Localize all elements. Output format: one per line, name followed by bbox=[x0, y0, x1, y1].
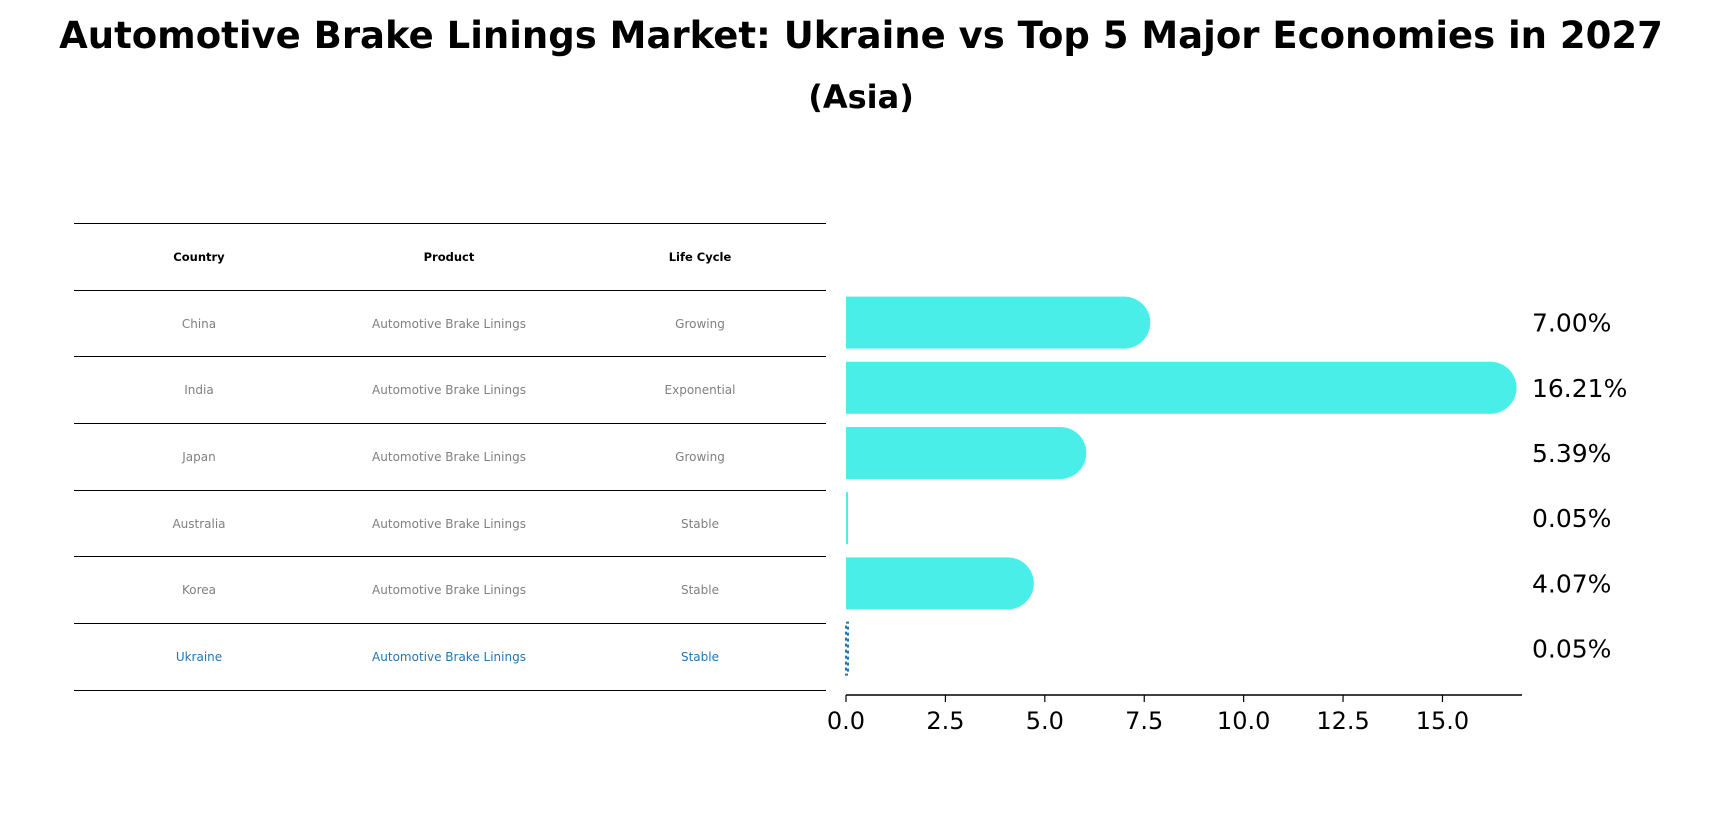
cell-life-cycle: Exponential bbox=[664, 383, 736, 398]
chart-title: Automotive Brake Linings Market: Ukraine… bbox=[59, 14, 1663, 57]
x-tick-label: 0.0 bbox=[827, 707, 865, 735]
bar-japan bbox=[846, 427, 1061, 479]
header-life-cycle: Life Cycle bbox=[668, 249, 732, 264]
cell-life-cycle: Growing bbox=[675, 316, 725, 331]
x-tick-label: 15.0 bbox=[1416, 707, 1469, 735]
bar-china bbox=[846, 296, 1125, 349]
table-row: Japan Automotive Brake Linings Growing bbox=[74, 423, 826, 490]
x-tick-label: 12.5 bbox=[1316, 707, 1369, 735]
header-country: Country bbox=[173, 249, 225, 264]
value-label: 5.39% bbox=[1532, 439, 1611, 468]
cell-country: Korea bbox=[181, 583, 217, 598]
table-row-highlighted: Ukraine Automotive Brake Linings Stable bbox=[74, 623, 826, 691]
table-row: Korea Automotive Brake Linings Stable bbox=[74, 556, 826, 623]
x-tick-label: 7.5 bbox=[1125, 707, 1163, 735]
data-table: Country Product Life Cycle China Automot… bbox=[74, 223, 826, 691]
bar-ukraine bbox=[845, 621, 849, 676]
header-product: Product bbox=[423, 249, 475, 264]
cell-life-cycle: Stable bbox=[680, 516, 719, 531]
cell-product: Automotive Brake Linings bbox=[372, 583, 526, 598]
cell-country: China bbox=[181, 316, 217, 331]
x-tick-label: 10.0 bbox=[1217, 707, 1270, 735]
table-row: India Automotive Brake Linings Exponenti… bbox=[74, 356, 826, 423]
cell-product: Automotive Brake Linings bbox=[372, 316, 526, 331]
cell-product: Automotive Brake Linings bbox=[372, 649, 526, 664]
bar-cap-china bbox=[1098, 296, 1151, 349]
table-row: China Automotive Brake Linings Growing bbox=[74, 289, 826, 357]
cell-product: Automotive Brake Linings bbox=[372, 383, 526, 398]
value-label: 7.00% bbox=[1532, 309, 1611, 338]
value-label: 0.05% bbox=[1532, 635, 1611, 664]
bar-cap-india bbox=[1464, 361, 1517, 414]
cell-country: Japan bbox=[182, 449, 216, 464]
cell-country: Ukraine bbox=[175, 649, 223, 664]
bar-korea bbox=[846, 557, 1008, 610]
x-tick-label: 5.0 bbox=[1026, 707, 1064, 735]
cell-product: Automotive Brake Linings bbox=[372, 449, 526, 464]
cell-life-cycle: Growing bbox=[675, 449, 725, 464]
bar-cap-korea bbox=[981, 557, 1034, 610]
x-tick-label: 2.5 bbox=[926, 707, 964, 735]
bar-india bbox=[846, 361, 1491, 414]
cell-product: Automotive Brake Linings bbox=[372, 516, 526, 531]
cell-life-cycle: Stable bbox=[680, 583, 719, 598]
cell-life-cycle: Stable bbox=[680, 649, 719, 664]
bar-cap-japan bbox=[1034, 427, 1087, 479]
cell-country: Australia bbox=[172, 516, 226, 531]
table-row: Australia Automotive Brake Linings Stabl… bbox=[74, 489, 826, 557]
value-label: 4.07% bbox=[1532, 569, 1611, 598]
value-label: 16.21% bbox=[1532, 374, 1627, 403]
cell-country: India bbox=[184, 383, 214, 398]
chart-subtitle: (Asia) bbox=[808, 78, 914, 116]
value-label: 0.05% bbox=[1532, 504, 1611, 533]
table-header-row: Country Product Life Cycle bbox=[74, 223, 826, 290]
bar-australia bbox=[846, 492, 848, 545]
